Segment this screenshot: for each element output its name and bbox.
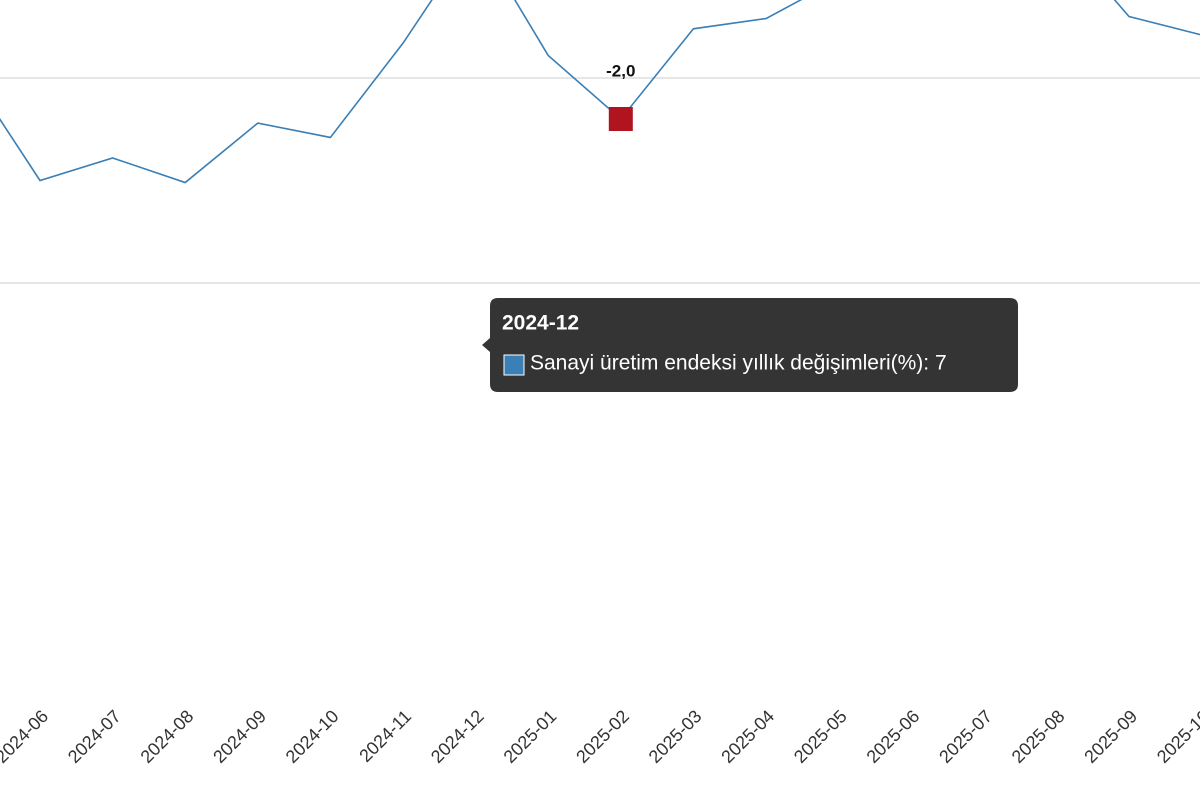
tooltip-swatch [503,354,525,376]
label-marker [608,107,633,131]
data-label: -2,0 [606,61,635,80]
x-tick-label: 2025-08 [1008,706,1069,767]
x-tick-label: 2025-06 [863,706,924,767]
tooltip-box [482,298,1018,392]
x-tick-label: 2025-09 [1080,706,1141,767]
x-tick-label: 2025-02 [572,706,633,767]
x-tick-label: 2024-09 [209,706,270,767]
x-tick-label: 2025-07 [935,706,996,767]
x-tick-label: 2025-01 [500,706,561,767]
x-tick-label: 2025-10 [1153,706,1200,767]
x-tick-label: 2024-11 [355,706,415,766]
x-tick-label: 2025-04 [717,706,778,767]
x-tick-label: 2024-08 [137,706,198,767]
series-line [0,0,1200,184]
x-tick-label: 2024-10 [282,706,343,767]
x-tick-label: 2025-05 [790,706,851,767]
x-tick-label: 2024-06 [0,706,52,767]
x-tick-label: 2024-07 [64,706,125,767]
x-tick-label: 2024-12 [427,706,488,767]
x-tick-label: 2025-03 [645,706,706,767]
tooltip-title: 2024-12 [502,312,579,335]
tooltip-text: Sanayi üretim endeksi yıllık değişimleri… [530,352,947,375]
tooltip: 2024-12 Sanayi üretim endeksi yıllık deği… [482,298,1018,392]
